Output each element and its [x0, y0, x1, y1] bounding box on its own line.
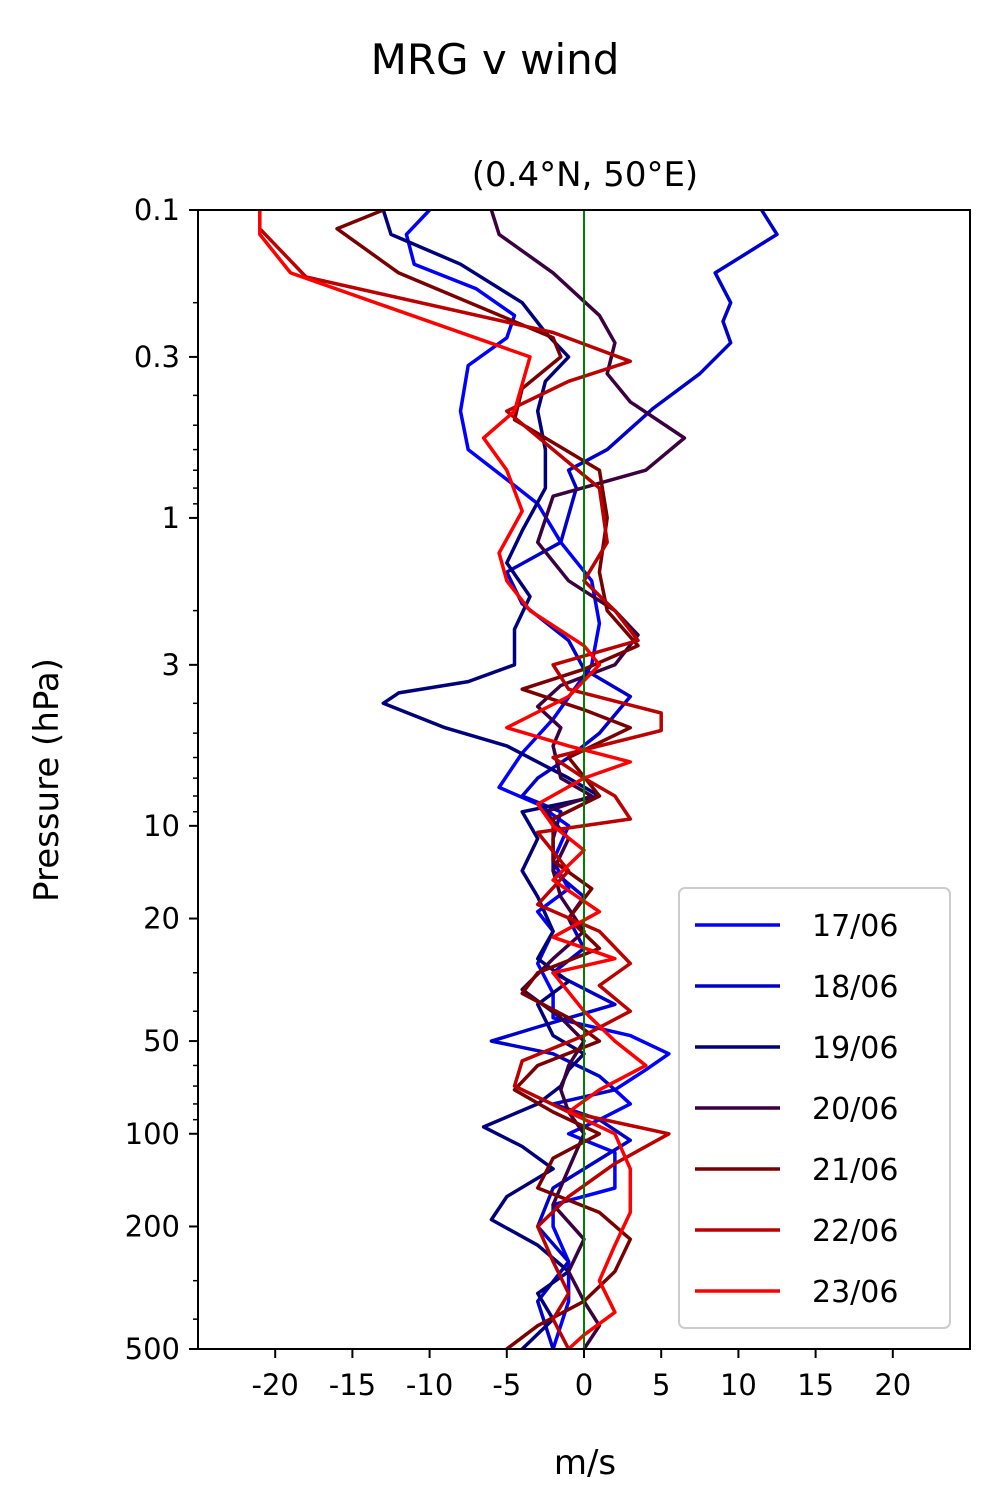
legend-label-5: 21/06: [812, 1153, 898, 1188]
y-tick-label: 0.1: [134, 193, 180, 227]
legend-label-7: 23/06: [812, 1275, 898, 1310]
y-tick-label: 1: [162, 501, 180, 535]
x-axis: -20 -15 -10 -5 0 5 10 15 20: [252, 1349, 911, 1402]
y-tick-label: 10: [143, 809, 180, 843]
x-tick-label: 15: [797, 1368, 834, 1402]
x-axis-label: m/s: [554, 1443, 616, 1483]
legend-label-1: 17/06: [812, 909, 898, 944]
x-tick-label: 5: [652, 1368, 670, 1402]
x-tick-label: -10: [406, 1368, 453, 1402]
legend-label-4: 20/06: [812, 1092, 898, 1127]
legend-box: [678, 887, 951, 1329]
series-line-6: [258, 210, 671, 1349]
x-tick-label: 10: [720, 1368, 757, 1402]
y-tick-label: 500: [125, 1332, 180, 1366]
series-layer: [258, 210, 779, 1349]
x-tick-label: -20: [252, 1368, 299, 1402]
series-line-7: [258, 210, 648, 1349]
x-tick-label: 20: [874, 1368, 911, 1402]
y-tick-label: 20: [143, 902, 180, 936]
x-tick-label: 0: [575, 1368, 593, 1402]
y-axis-label: Pressure (hPa): [27, 658, 67, 902]
chart-title: MRG v wind: [371, 35, 620, 84]
y-tick-label: 0.3: [134, 340, 180, 374]
y-tick-label: 3: [162, 648, 180, 682]
chart-subtitle: (0.4°N, 50°E): [472, 155, 698, 195]
legend-label-6: 22/06: [812, 1214, 898, 1249]
x-tick-label: -15: [329, 1368, 376, 1402]
legend-label-3: 19/06: [812, 1031, 898, 1066]
x-tick-label: -5: [492, 1368, 521, 1402]
series-line-3: [381, 210, 602, 1349]
y-tick-label: 200: [125, 1209, 180, 1243]
y-axis: 0.1 0.3 1 3 10 20 50 100 200 500: [125, 193, 198, 1366]
y-tick-label: 50: [143, 1024, 180, 1058]
y-tick-label: 100: [125, 1117, 180, 1151]
legend-label-2: 18/06: [812, 970, 898, 1005]
legend: 17/06 18/06 19/06 20/06 21/06 22/06 23/06: [678, 887, 951, 1329]
